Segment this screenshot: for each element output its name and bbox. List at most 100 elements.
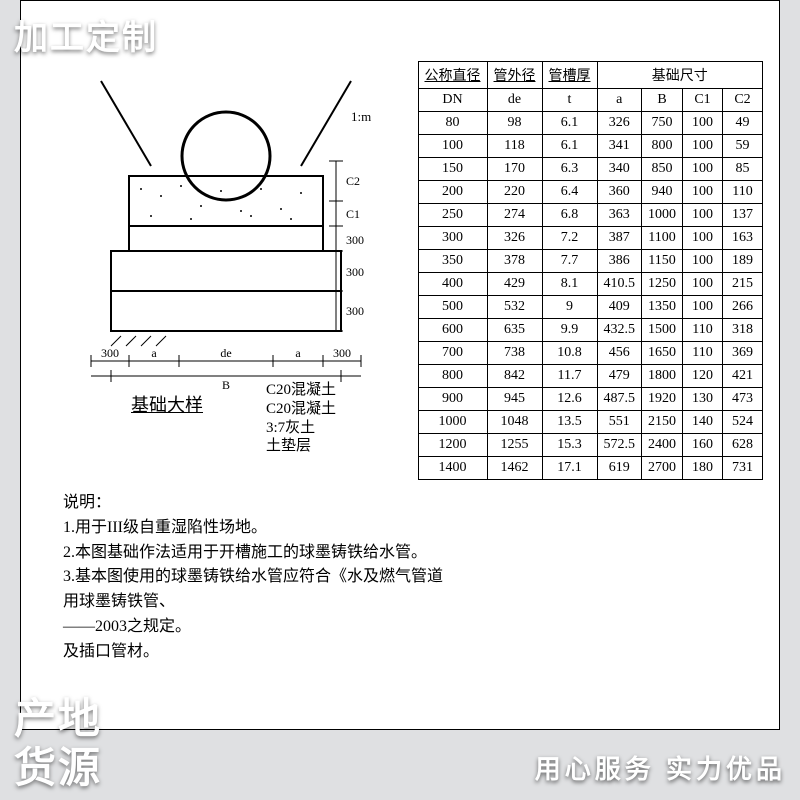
table-cell: 363 — [597, 204, 642, 227]
table-cell: 137 — [723, 204, 763, 227]
svg-text:de: de — [220, 346, 231, 360]
leader-2: C20混凝土 — [266, 400, 336, 419]
svg-text:C1: C1 — [346, 207, 360, 221]
table-cell: 300 — [418, 227, 487, 250]
table-cell: 250 — [418, 204, 487, 227]
table-row: 3503787.73861150100189 — [418, 250, 763, 273]
table-cell: 731 — [723, 457, 763, 480]
table-cell: 341 — [597, 135, 642, 158]
table-cell: 1000 — [418, 411, 487, 434]
table-cell: 110 — [683, 319, 723, 342]
h2-t: t — [542, 89, 597, 112]
table-cell: 130 — [683, 388, 723, 411]
table-cell: 326 — [487, 227, 542, 250]
table-cell: 350 — [418, 250, 487, 273]
table-cell: 945 — [487, 388, 542, 411]
table-cell: 378 — [487, 250, 542, 273]
document-page: 1:m — [20, 0, 780, 730]
table-cell: 619 — [597, 457, 642, 480]
note-line: 2.本图基础作法适用于开槽施工的球墨铸铁给水管。 — [63, 541, 443, 566]
col-dn: 公称直径 — [418, 62, 487, 89]
table-cell: 100 — [418, 135, 487, 158]
table-cell: 456 — [597, 342, 642, 365]
table-cell: 318 — [723, 319, 763, 342]
table-row: 1501706.334085010085 — [418, 158, 763, 181]
table-cell: 750 — [642, 112, 683, 135]
table-cell: 409 — [597, 296, 642, 319]
svg-text:a: a — [151, 346, 157, 360]
table-cell: 9 — [542, 296, 597, 319]
table-cell: 200 — [418, 181, 487, 204]
dimension-table: 公称直径 管外径 管槽厚 基础尺寸 DN de t a B C1 C2 8098… — [418, 61, 764, 480]
note-line: 及插口管材。 — [63, 640, 443, 665]
table-cell: 13.5 — [542, 411, 597, 434]
table-cell: 2400 — [642, 434, 683, 457]
table-row: 1400146217.16192700180731 — [418, 457, 763, 480]
table-cell: 432.5 — [597, 319, 642, 342]
table-cell: 100 — [683, 112, 723, 135]
table-cell: 100 — [683, 135, 723, 158]
table-cell: 1462 — [487, 457, 542, 480]
table-cell: 100 — [683, 250, 723, 273]
svg-text:300: 300 — [346, 233, 364, 247]
table-cell: 600 — [418, 319, 487, 342]
table-cell: 274 — [487, 204, 542, 227]
table-row: 50053294091350100266 — [418, 296, 763, 319]
diagram-svg: 1:m — [51, 61, 401, 421]
h2-B: B — [642, 89, 683, 112]
note-line: 1.用于III级自重湿陷性场地。 — [63, 516, 443, 541]
foundation-diagram: 1:m — [51, 61, 401, 421]
table-cell: 2700 — [642, 457, 683, 480]
table-cell: 1100 — [642, 227, 683, 250]
table-body: 80986.1326750100491001186.13418001005915… — [418, 112, 763, 480]
table-cell: 180 — [683, 457, 723, 480]
table-cell: 140 — [683, 411, 723, 434]
table-cell: 1500 — [642, 319, 683, 342]
table-cell: 1000 — [642, 204, 683, 227]
h2-dn: DN — [418, 89, 487, 112]
table-cell: 80 — [418, 112, 487, 135]
table-cell: 551 — [597, 411, 642, 434]
table-row: 1200125515.3572.52400160628 — [418, 434, 763, 457]
h2-C2: C2 — [723, 89, 763, 112]
table-row: 2502746.83631000100137 — [418, 204, 763, 227]
table-cell: 7.2 — [542, 227, 597, 250]
table-cell: 1150 — [642, 250, 683, 273]
table-cell: 85 — [723, 158, 763, 181]
table-cell: 120 — [683, 365, 723, 388]
table-cell: 6.1 — [542, 112, 597, 135]
table-cell: 1200 — [418, 434, 487, 457]
table-cell: 900 — [418, 388, 487, 411]
table-cell: 9.9 — [542, 319, 597, 342]
table-row: 70073810.84561650110369 — [418, 342, 763, 365]
table-cell: 98 — [487, 112, 542, 135]
table-cell: 6.4 — [542, 181, 597, 204]
table-cell: 738 — [487, 342, 542, 365]
table-cell: 940 — [642, 181, 683, 204]
table-cell: 6.8 — [542, 204, 597, 227]
table-cell: 17.1 — [542, 457, 597, 480]
table-cell: 163 — [723, 227, 763, 250]
table-cell: 386 — [597, 250, 642, 273]
table-cell: 340 — [597, 158, 642, 181]
table-cell: 421 — [723, 365, 763, 388]
table-cell: 49 — [723, 112, 763, 135]
table-head: 公称直径 管外径 管槽厚 基础尺寸 DN de t a B C1 C2 — [418, 62, 763, 112]
table-cell: 2150 — [642, 411, 683, 434]
table-cell: 100 — [683, 204, 723, 227]
table-row: 4004298.1410.51250100215 — [418, 273, 763, 296]
table-cell: 189 — [723, 250, 763, 273]
table-cell: 532 — [487, 296, 542, 319]
col-foundation: 基础尺寸 — [597, 62, 763, 89]
table-cell: 387 — [597, 227, 642, 250]
table-cell: 1350 — [642, 296, 683, 319]
table-cell: 110 — [683, 342, 723, 365]
table-row: 80084211.74791800120421 — [418, 365, 763, 388]
table-row: 1000104813.55512150140524 — [418, 411, 763, 434]
table-cell: 326 — [597, 112, 642, 135]
table-cell: 6.3 — [542, 158, 597, 181]
diagram-caption: 基础大样 — [131, 391, 203, 417]
table-cell: 160 — [683, 434, 723, 457]
notes-heading: 说明： — [63, 491, 443, 516]
badge-bottom-line2: 货源 — [14, 744, 102, 791]
